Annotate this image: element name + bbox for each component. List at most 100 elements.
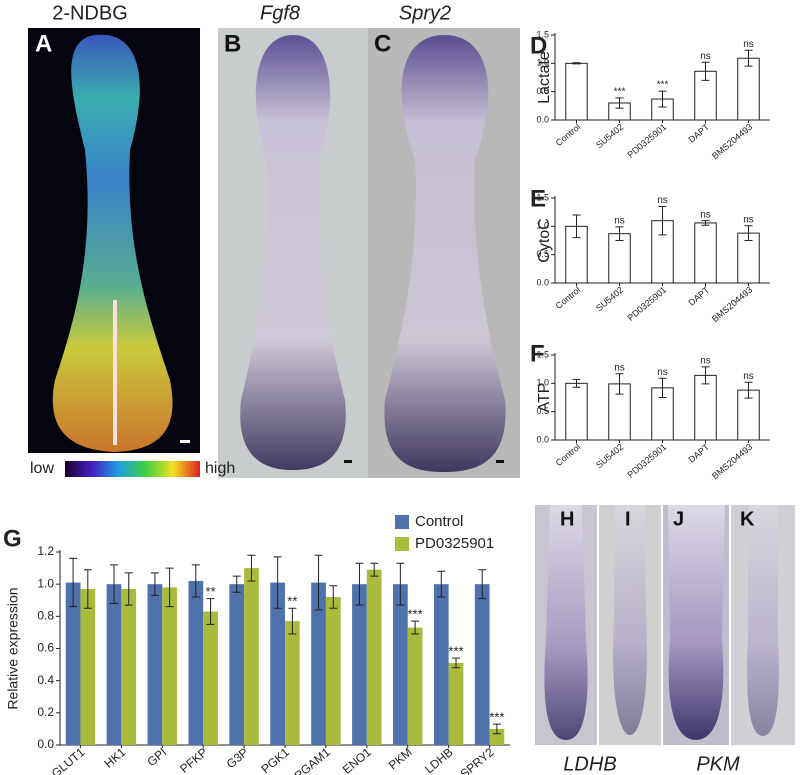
- x-tick-label: PD0325901: [625, 122, 668, 160]
- significance: **: [287, 594, 297, 609]
- y-axis-title: Relative expression: [5, 587, 21, 709]
- bar: [448, 662, 464, 745]
- error-bar: [110, 564, 118, 604]
- significance: ***: [407, 607, 422, 622]
- x-tick-label: SU5402: [594, 442, 625, 471]
- error-bar: [572, 378, 581, 388]
- bar: [474, 584, 490, 745]
- bar: [147, 584, 163, 745]
- panels-h-k-images: [535, 505, 795, 745]
- y-tick-label: 0.6: [37, 641, 54, 655]
- error-bar: [615, 97, 624, 109]
- bar: [407, 627, 423, 745]
- error-bar: [701, 366, 710, 385]
- panel-c-image: [368, 28, 520, 478]
- image-title: Fgf8: [260, 2, 300, 24]
- y-tick-label: 1.5: [536, 192, 549, 202]
- x-tick-label: SPRY2: [458, 745, 497, 775]
- x-tick-label: PFKP: [177, 745, 210, 775]
- bar: [229, 584, 245, 745]
- significance: ns: [700, 51, 711, 62]
- significance: ***: [614, 87, 626, 98]
- x-tick-label: PD0325901: [625, 285, 668, 323]
- significance: ns: [657, 367, 668, 378]
- panel-label: G: [3, 525, 22, 552]
- panel-label: B: [224, 30, 241, 57]
- significance: ns: [614, 362, 625, 373]
- panel-label: F: [530, 340, 545, 367]
- y-tick-label: 1.0: [536, 378, 549, 388]
- x-tick-label: DAPT: [686, 284, 711, 307]
- image-title: 2-NDBG: [52, 2, 128, 24]
- x-tick-label: Control: [554, 442, 583, 468]
- bar: [162, 587, 177, 745]
- x-tick-label: LDHB: [422, 745, 456, 775]
- error-bar: [232, 575, 241, 593]
- error-bar: [478, 569, 487, 600]
- error-bar: [658, 377, 667, 398]
- bar: [65, 582, 81, 745]
- significance: ***: [448, 644, 463, 659]
- y-axis-title: CytoC: [536, 218, 553, 262]
- x-tick-label: GLUT1: [49, 745, 88, 775]
- y-tick-label: 1.0: [536, 58, 549, 68]
- error-bar: [124, 572, 133, 606]
- panel-b-image: [218, 28, 368, 478]
- error-bar: [247, 554, 256, 582]
- y-tick-label: 0.0: [536, 434, 549, 444]
- bar: [565, 62, 588, 121]
- y-tick-label: 1.2: [37, 544, 54, 558]
- x-tick-label: PGK1: [258, 745, 292, 775]
- significance: ns: [700, 209, 711, 220]
- error-bar: [288, 607, 297, 635]
- y-tick-label: 0.2: [37, 705, 54, 719]
- legend-label: Control: [415, 513, 463, 530]
- bar: [325, 597, 341, 745]
- error-bar: [492, 723, 501, 735]
- x-tick-label: PD0325901: [625, 442, 668, 480]
- significance: ns: [743, 39, 754, 50]
- x-tick-label: BMS204493: [710, 442, 754, 482]
- significance: ***: [489, 710, 504, 725]
- y-tick-label: 0.0: [37, 737, 54, 751]
- error-bar: [206, 598, 215, 625]
- y-tick-label: 1.5: [536, 349, 549, 359]
- significance: ***: [657, 80, 669, 91]
- error-bar: [572, 214, 581, 239]
- x-tick-label: Control: [554, 122, 583, 148]
- bar: [366, 569, 382, 745]
- bar: [106, 584, 122, 745]
- error-bar: [744, 225, 753, 241]
- error-bar: [615, 226, 624, 241]
- y-tick-label: 0.5: [536, 249, 549, 259]
- y-tick-label: 0.5: [536, 86, 549, 96]
- significance: ns: [743, 214, 754, 225]
- legend-swatch: [395, 537, 409, 551]
- panel-label: E: [530, 185, 546, 212]
- bar: [565, 382, 588, 441]
- significance: ns: [657, 195, 668, 206]
- y-tick-label: 0.4: [37, 673, 54, 687]
- x-tick-label: PKM: [386, 745, 415, 772]
- colorbar-low: low: [30, 460, 54, 477]
- bar: [433, 584, 449, 745]
- bar: [121, 588, 137, 745]
- legend-label: PD0325901: [415, 535, 494, 552]
- significance: ns: [700, 356, 711, 367]
- error-bar: [437, 570, 446, 598]
- y-tick-label: 1.5: [536, 29, 549, 39]
- y-tick-label: 0.8: [37, 609, 54, 623]
- x-tick-label: HK1: [101, 745, 128, 771]
- x-tick-label: G3P: [224, 745, 251, 771]
- error-bar: [744, 381, 753, 399]
- bar: [393, 584, 408, 745]
- bar: [608, 233, 631, 284]
- panel-label: K: [740, 508, 755, 530]
- panel-label: A: [35, 30, 52, 57]
- bar: [188, 580, 204, 745]
- image-caption: PKM: [696, 753, 740, 775]
- error-bar: [572, 62, 581, 65]
- error-bar: [370, 562, 379, 577]
- error-bar: [701, 220, 710, 226]
